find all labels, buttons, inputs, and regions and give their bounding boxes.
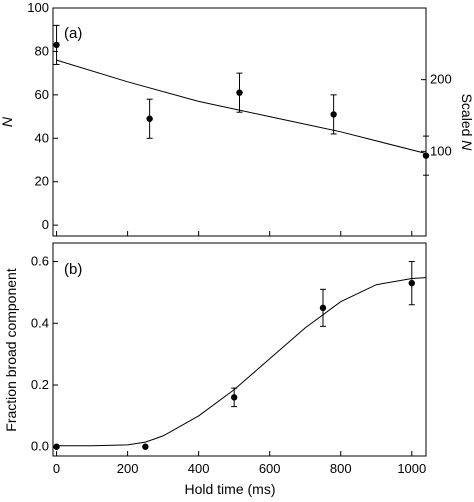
panel-b-data-point	[142, 443, 149, 450]
panel-a-ytick-label: 100	[27, 0, 49, 15]
panel-b-xlabel: Hold time (ms)	[184, 481, 275, 497]
panel-b-xtick-label: 1000	[397, 461, 426, 476]
panel-a-data-point	[236, 89, 243, 96]
panel-a-data-point	[146, 115, 153, 122]
panel-b-fit-curve	[56, 277, 427, 447]
panel-a-label: (a)	[64, 25, 82, 42]
panel-a-frame	[52, 7, 427, 237]
panel-b-data-point	[53, 443, 60, 450]
panel-b-xtick-label: 400	[188, 461, 210, 476]
panel-b-frame	[52, 242, 427, 457]
panel-b-data-point	[230, 394, 238, 401]
panel-a-data-point	[53, 41, 60, 49]
panel-b-ylabel: Fraction broad component	[3, 268, 19, 432]
chart-marks: 0 20 40 60 80 100 100 200 0.0 0.2 0.4 0.6 0 200 400 600…	[27, 0, 451, 476]
panel-a-ytick-label: 40	[35, 130, 49, 145]
panel-a-right-ytick-label: 200	[430, 72, 452, 87]
panel-a-right-ylabel: Scaled N	[459, 94, 474, 152]
panel-b-ytick-label: 0.2	[31, 377, 49, 392]
panel-a-ylabel: N	[0, 116, 15, 127]
panel-b-xtick-label: 200	[117, 461, 139, 476]
panel-b-label: (b)	[64, 261, 82, 278]
panel-a-right-ytick-label: 100	[430, 143, 452, 158]
panel-b-xtick-label: 600	[259, 461, 281, 476]
panel-a-fit-curve	[56, 59, 427, 154]
panel-b-xtick-label: 800	[330, 461, 352, 476]
panel-a-data-point	[330, 111, 337, 118]
panel-a-ytick-label: 60	[35, 87, 49, 102]
panel-b-ytick-label: 0.6	[31, 254, 49, 269]
panel-a-ytick-label: 80	[35, 43, 49, 58]
panel-b-ytick-label: 0.0	[31, 439, 49, 454]
panel-a-ytick-label: 0	[42, 217, 49, 232]
panel-a-ytick-label: 20	[35, 174, 49, 189]
panel-a-data-point	[422, 152, 430, 159]
panel-b-xtick-label: 0	[53, 461, 60, 476]
panel-b-ytick-label: 0.4	[31, 315, 49, 330]
panel-b-data-point	[319, 304, 327, 312]
panel-b-data-point	[408, 279, 415, 287]
